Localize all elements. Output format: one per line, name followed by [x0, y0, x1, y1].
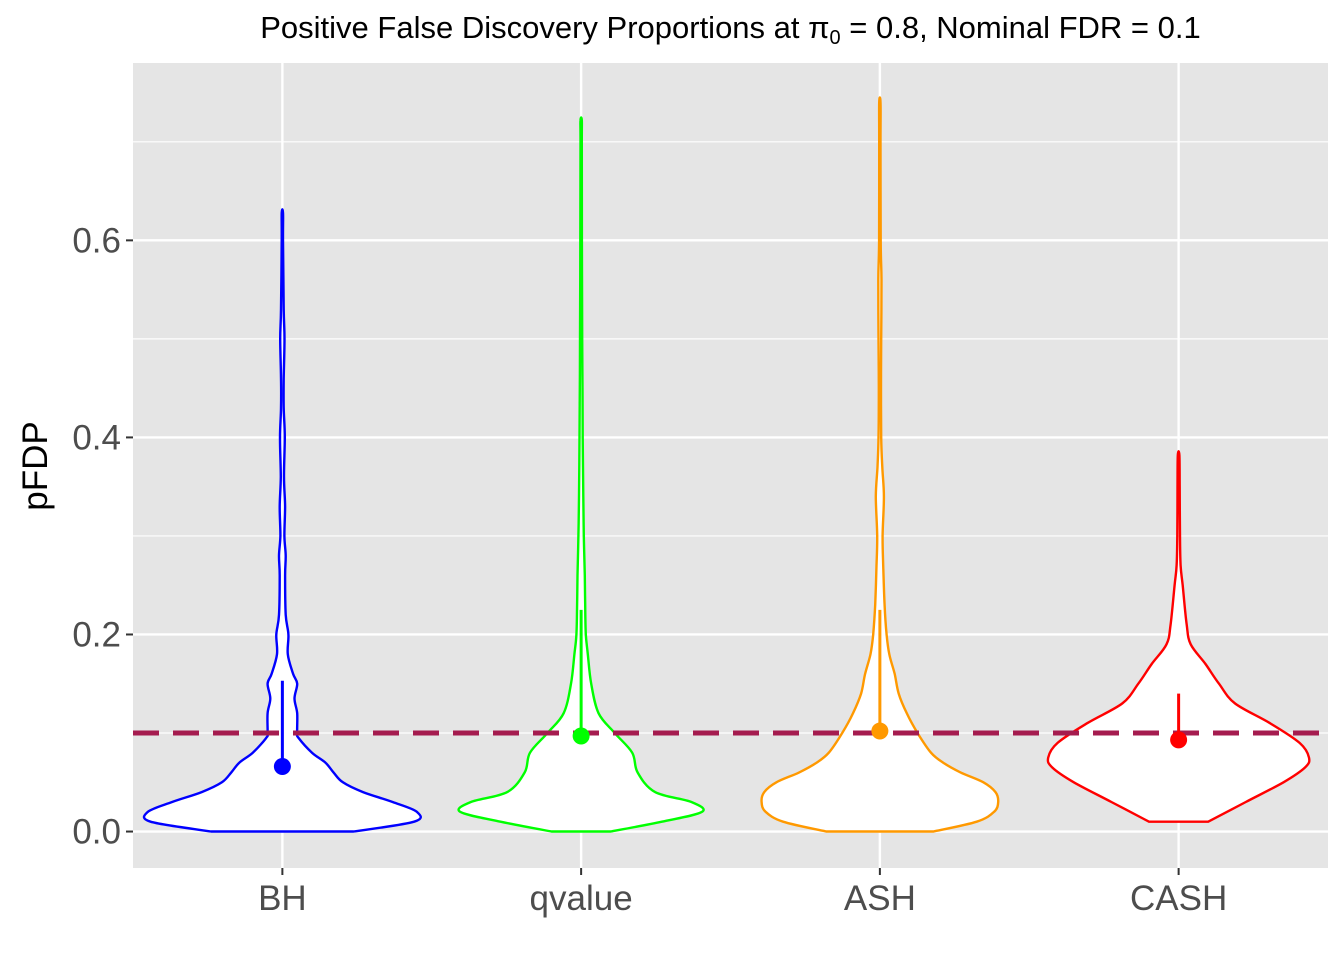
y-tick-label: 0.4 [72, 418, 121, 457]
x-tick-label: CASH [1130, 879, 1227, 918]
chart-title: Positive False Discovery Proportions at … [133, 10, 1328, 50]
x-axis: BH qvalue ASH CASH [258, 868, 1227, 918]
y-tick-label: 0.2 [72, 615, 121, 654]
y-axis: 0.0 0.2 0.4 0.6 [72, 221, 133, 852]
pi-symbol: π [808, 10, 830, 45]
mean-point-ash [871, 722, 889, 740]
x-tick-label: ASH [844, 879, 916, 918]
pi-subscript: 0 [829, 27, 841, 49]
y-tick-label: 0.0 [72, 813, 121, 852]
x-tick-label: qvalue [530, 879, 633, 918]
mean-point-qvalue [572, 727, 590, 745]
x-tick-label: BH [258, 879, 307, 918]
mean-point-bh [273, 758, 291, 776]
y-axis-label: pFDP [16, 421, 55, 510]
violin-qvalue [457, 116, 705, 833]
y-tick-label: 0.6 [72, 221, 121, 260]
mean-point-cash [1170, 731, 1188, 749]
chart-title-pre: Positive False Discovery Proportions at [260, 10, 809, 45]
summary-markers [273, 609, 1188, 776]
chart-title-post: = 0.8, Nominal FDR = 0.1 [840, 10, 1201, 45]
